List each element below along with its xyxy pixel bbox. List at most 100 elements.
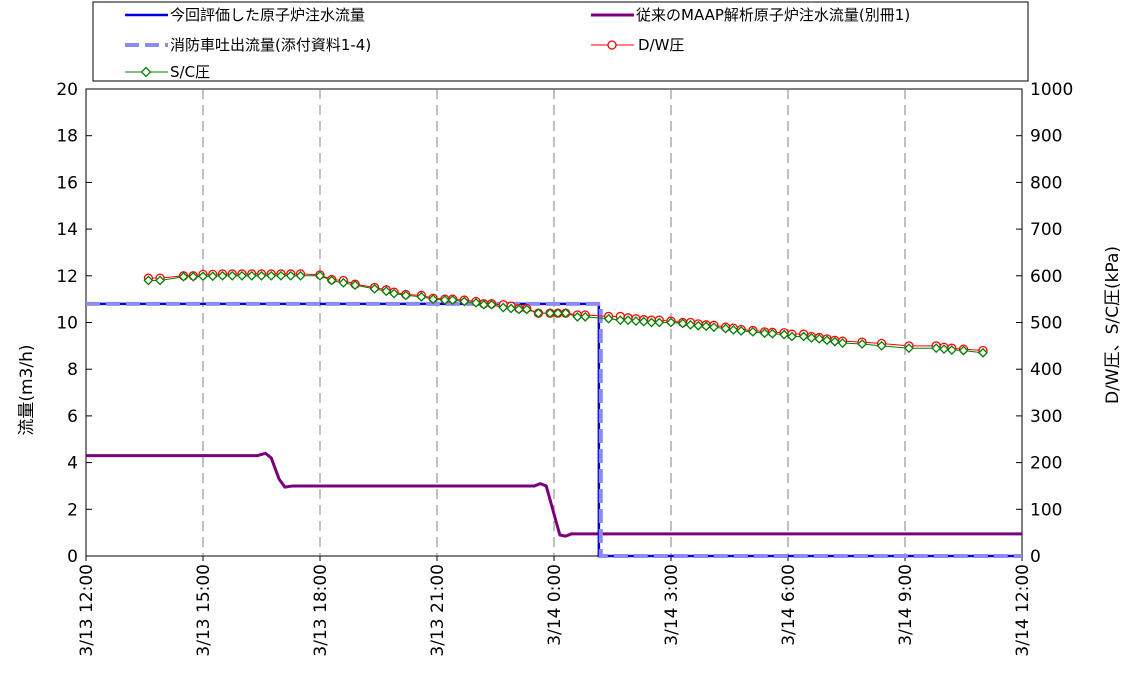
y-axis-left-label: 流量(m3/h) (17, 344, 37, 435)
x-tick-label: 3/13 15:00 (194, 564, 214, 657)
y-tick-label-right: 500 (1030, 314, 1062, 334)
series-sc-point (237, 270, 247, 281)
series-sc-point (207, 271, 218, 282)
y-tick-label-left: 12 (56, 267, 78, 287)
series-sc-point (552, 308, 563, 319)
series-sc-point (958, 345, 969, 356)
y-tick-label-right: 0 (1030, 547, 1041, 567)
series-sc-point (931, 343, 942, 354)
series-sc-point (295, 270, 306, 281)
series-sc-point (256, 270, 267, 281)
series-sc-point (615, 315, 626, 326)
y-tick-label-left: 0 (67, 547, 78, 567)
legend-box (92, 1, 1029, 82)
series-sc-point (326, 275, 337, 286)
series-sc-point (276, 270, 286, 281)
series-sc-point (188, 271, 199, 282)
y-tick-label-right: 1000 (1030, 80, 1073, 100)
series-sc-point (381, 286, 392, 297)
x-tick-label: 3/14 9:00 (896, 564, 916, 646)
series-sc-point (416, 291, 427, 302)
series-sc-point (701, 321, 712, 332)
y-tick-label-left: 14 (56, 220, 78, 240)
y-tick-label-left: 20 (56, 80, 78, 100)
series-sc-point (693, 320, 704, 331)
series-sc-point (389, 288, 400, 299)
series-sc-point (178, 271, 189, 282)
y-tick-label-left: 2 (67, 500, 78, 520)
x-tick-label: 3/14 12:00 (1013, 564, 1033, 657)
x-axis: 3/13 12:00 3/13 15:00 3/13 18:00 3/13 21:00… (77, 556, 1033, 657)
series-sc-point (829, 336, 840, 347)
series-sc-point (350, 280, 361, 291)
series-sc-point (720, 323, 731, 334)
series-sc-point (759, 328, 770, 339)
series-sc-point (685, 319, 696, 330)
series-sc-point (513, 304, 524, 315)
y-tick-label-left: 16 (56, 173, 78, 193)
series-sc-point (560, 308, 571, 319)
series-sc-point (198, 271, 208, 282)
y-tick-label-right: 100 (1030, 500, 1062, 520)
series-fire-truck-line (86, 301, 1022, 558)
series-sc-point (533, 308, 544, 319)
series-sc-point (439, 295, 450, 306)
series-sc-point (217, 270, 228, 281)
series-sc-point (798, 331, 809, 342)
x-tick-label: 3/14 6:00 (779, 564, 799, 646)
series-sc-point (486, 299, 497, 310)
series-sc-point (747, 326, 758, 337)
y-axis-right: 0 100 200 300 400 500 600 700 800 900 1000 (1016, 80, 1073, 567)
y-tick-label-right: 200 (1030, 454, 1062, 474)
x-tick-label: 3/13 12:00 (77, 564, 97, 657)
series-sc-point (521, 304, 532, 315)
series-sc-point (767, 328, 778, 339)
y-tick-label-right: 400 (1030, 360, 1062, 380)
series-sc-point (155, 275, 166, 286)
legend-label-dw: D/W圧 (638, 36, 684, 54)
legend: 今回評価した原子炉注水流量 従来のMAAP解析原子炉注水流量(別冊1) 消防車吐… (92, 1, 1029, 82)
series-sc-point (677, 318, 688, 329)
y-tick-label-right: 600 (1030, 267, 1062, 287)
x-tick-label: 3/14 0:00 (545, 564, 565, 646)
legend-swatch-dw-marker (607, 40, 617, 50)
series-sc-point (666, 317, 676, 328)
series-sc-point (478, 299, 489, 310)
series-sc-point (246, 270, 257, 281)
series-sc-point (814, 333, 825, 344)
series-sc-point (603, 313, 614, 324)
legend-label-fire-truck: 消防車吐出流量(添付資料1-4) (170, 36, 371, 54)
y-tick-label-right: 800 (1030, 173, 1062, 193)
series-sc-point (143, 275, 154, 286)
series-sc-point (369, 283, 380, 294)
series-sc-point (876, 340, 887, 351)
y-tick-label-left: 6 (67, 407, 78, 427)
y-tick-label-right: 700 (1030, 220, 1062, 240)
series-sc-point (580, 311, 591, 322)
y-tick-label-left: 8 (67, 360, 78, 380)
series-sc-point (428, 294, 439, 305)
y-tick-label-left: 10 (56, 314, 78, 334)
series-sc-point (946, 345, 957, 355)
series-sc-point (506, 303, 517, 314)
series-sc-point (939, 344, 949, 355)
series-sc-point (315, 270, 325, 281)
series-sc-point (266, 270, 277, 281)
series-sc-point (903, 343, 914, 354)
series-sc-point (227, 270, 238, 281)
series-sc-point (545, 308, 556, 319)
y-axis-left: 0 2 4 6 8 10 12 14 16 18 20 (56, 80, 92, 567)
series-sc-point (728, 325, 739, 335)
y-tick-label-right: 900 (1030, 127, 1062, 147)
series-sc-point (736, 325, 747, 336)
y-tick-label-left: 4 (67, 454, 78, 474)
series-sc-point (654, 317, 665, 328)
series-sc-point (572, 311, 583, 322)
series-layer (86, 269, 1022, 558)
series-sc-point (638, 316, 649, 327)
series-sc-point (978, 347, 988, 358)
series-maap-flow-line (86, 451, 1022, 538)
series-sc-point (623, 315, 634, 326)
series-sc-point (498, 302, 509, 313)
